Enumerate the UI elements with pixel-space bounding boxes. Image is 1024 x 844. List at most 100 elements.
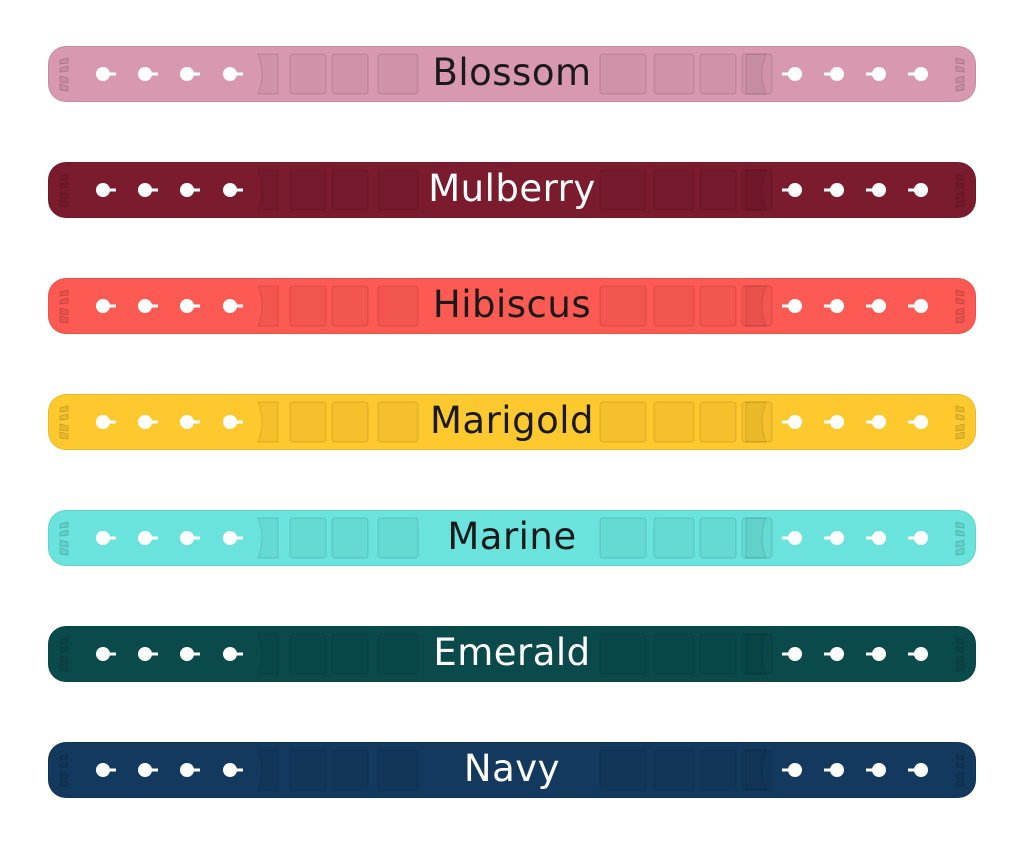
- strap-end-ridge: [59, 521, 69, 529]
- strap-panel: [699, 633, 737, 675]
- strap-panel-end: [257, 517, 279, 559]
- strap-color-name: Blossom: [432, 51, 592, 94]
- strap-end-ridge: [59, 191, 69, 200]
- strap-end-ridge: [59, 405, 69, 413]
- strap-end-ridge: [955, 315, 965, 324]
- strap-hole-slot: [103, 420, 116, 424]
- strap-panel: [289, 401, 327, 443]
- strap-panel: [377, 53, 419, 95]
- strap-hole-slot: [782, 304, 795, 308]
- strap-end-ridge: [955, 75, 965, 84]
- strap-hole-slot: [908, 536, 921, 540]
- strap-panel-end: [257, 53, 279, 95]
- strap-panel: [741, 633, 773, 675]
- strap-end-ridge: [59, 529, 69, 537]
- strap-hole-slot: [782, 72, 795, 76]
- strap-hole-slot: [824, 304, 837, 308]
- strap-end-ridge: [59, 413, 69, 421]
- strap-hole-slot: [782, 420, 795, 424]
- strap-panel-end: [257, 633, 279, 675]
- strap-panel: [377, 285, 419, 327]
- strap-panel: [289, 285, 327, 327]
- strap-panel-end: [257, 401, 279, 443]
- strap-panel-end: [745, 285, 767, 327]
- strap-end-ridge: [955, 199, 965, 208]
- strap-hole-slot: [908, 420, 921, 424]
- strap-panel: [331, 633, 369, 675]
- strap-color-name: Marigold: [430, 399, 594, 442]
- strap-panel: [289, 517, 327, 559]
- strap-end-ridge: [955, 173, 965, 181]
- strap-hole-slot: [145, 652, 158, 656]
- strap-panel: [599, 749, 647, 791]
- strap-end-ridge: [955, 761, 965, 769]
- strap-pattern: [59, 401, 965, 443]
- strap-end-ridge: [955, 307, 965, 316]
- strap-end-ridge: [59, 761, 69, 769]
- strap-hole-slot: [782, 536, 795, 540]
- strap-end-ridge: [955, 413, 965, 421]
- strap-end-ridge: [59, 83, 69, 92]
- strap-hole-slot: [866, 188, 879, 192]
- strap-panel: [599, 53, 647, 95]
- strap-panel: [599, 517, 647, 559]
- strap-panel: [599, 633, 647, 675]
- strap-panel: [741, 285, 773, 327]
- strap-panel: [699, 53, 737, 95]
- strap-end-ridge: [59, 315, 69, 324]
- strap-panel-end: [745, 633, 767, 675]
- strap-panel-end: [257, 169, 279, 211]
- strap-hole-slot: [866, 72, 879, 76]
- strap-hole-slot: [145, 188, 158, 192]
- strap-end-ridge: [59, 779, 69, 788]
- strap-end-ridge: [955, 539, 965, 548]
- strap-hole-slot: [782, 652, 795, 656]
- strap-emerald: Emerald: [48, 626, 976, 682]
- strap-panel: [699, 169, 737, 211]
- strap-end-ridge: [59, 181, 69, 189]
- strap-panel-end: [745, 53, 767, 95]
- strap-panel-end: [745, 401, 767, 443]
- strap-pattern: [59, 169, 965, 211]
- strap-end-ridge: [955, 57, 965, 65]
- strap-panel: [289, 749, 327, 791]
- strap-panel: [741, 401, 773, 443]
- strap-panel: [741, 517, 773, 559]
- strap-end-ridge: [59, 57, 69, 65]
- strap-hole-slot: [782, 188, 795, 192]
- strap-end-ridge: [955, 663, 965, 672]
- strap-hole-slot: [824, 652, 837, 656]
- strap-panel: [653, 285, 695, 327]
- strap-panel: [289, 169, 327, 211]
- strap-hole-slot: [230, 420, 243, 424]
- strap-panel: [699, 285, 737, 327]
- strap-hole-slot: [782, 768, 795, 772]
- strap-hole-slot: [908, 304, 921, 308]
- strap-pattern: [59, 749, 965, 791]
- strap-hole-slot: [230, 304, 243, 308]
- strap-panel: [377, 517, 419, 559]
- strap-mulberry: Mulberry: [48, 162, 976, 218]
- strap-panel: [653, 401, 695, 443]
- strap-end-ridge: [955, 753, 965, 761]
- strap-panel: [289, 633, 327, 675]
- strap-marine: Marine: [48, 510, 976, 566]
- strap-panel: [331, 285, 369, 327]
- strap-pattern: [59, 53, 965, 95]
- strap-hole-slot: [103, 536, 116, 540]
- strap-panel: [653, 169, 695, 211]
- strap-end-ridge: [955, 181, 965, 189]
- strap-color-name: Mulberry: [428, 167, 596, 210]
- strap-pattern: [59, 517, 965, 559]
- strap-hole-slot: [908, 72, 921, 76]
- strap-end-ridge: [59, 637, 69, 645]
- strap-end-ridge: [59, 297, 69, 305]
- strap-hole-slot: [145, 536, 158, 540]
- strap-panel: [289, 53, 327, 95]
- strap-end-ridge: [59, 307, 69, 316]
- strap-hole-slot: [866, 304, 879, 308]
- strap-panel-end: [257, 749, 279, 791]
- strap-end-ridge: [59, 289, 69, 297]
- strap-color-name: Hibiscus: [432, 283, 592, 326]
- strap-hole-slot: [230, 188, 243, 192]
